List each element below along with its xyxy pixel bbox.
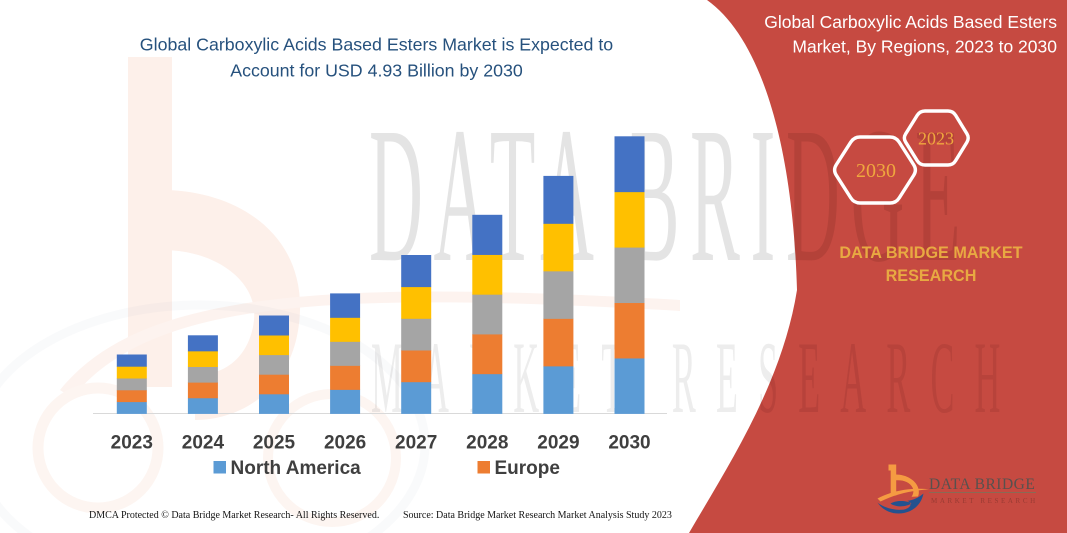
svg-text:RESEARCH: RESEARCH [886, 267, 977, 285]
svg-text:Account for USD 4.93 Billion b: Account for USD 4.93 Billion by 2030 [230, 61, 523, 81]
svg-text:2030: 2030 [608, 433, 650, 454]
svg-text:2023: 2023 [111, 433, 153, 454]
svg-text:Source: Data Bridge Market Res: Source: Data Bridge Market Research Mark… [403, 510, 672, 521]
svg-text:2027: 2027 [395, 433, 437, 454]
svg-text:Global Carboxylic Acids Based: Global Carboxylic Acids Based Esters [764, 12, 1057, 32]
svg-text:2030: 2030 [856, 160, 896, 182]
svg-text:Global Carboxylic Acids Based: Global Carboxylic Acids Based Esters Mar… [140, 35, 613, 55]
svg-text:2023: 2023 [918, 129, 954, 149]
svg-text:2029: 2029 [537, 433, 579, 454]
svg-text:North America: North America [231, 458, 362, 479]
svg-text:Europe: Europe [495, 458, 560, 479]
svg-text:2025: 2025 [253, 433, 296, 454]
svg-text:MARKET RESEARCH: MARKET RESEARCH [931, 497, 1038, 505]
svg-text:DATA BRIDGE: DATA BRIDGE [929, 476, 1035, 493]
svg-text:2026: 2026 [324, 433, 366, 454]
svg-text:2028: 2028 [466, 433, 508, 454]
svg-text:DATA BRIDGE MARKET: DATA BRIDGE MARKET [839, 244, 1022, 262]
svg-text:Market, By Regions, 2023 to 20: Market, By Regions, 2023 to 2030 [792, 37, 1057, 57]
svg-text:DMCA Protected © Data Bridge M: DMCA Protected © Data Bridge Market Rese… [89, 510, 379, 521]
svg-text:2024: 2024 [182, 433, 225, 454]
